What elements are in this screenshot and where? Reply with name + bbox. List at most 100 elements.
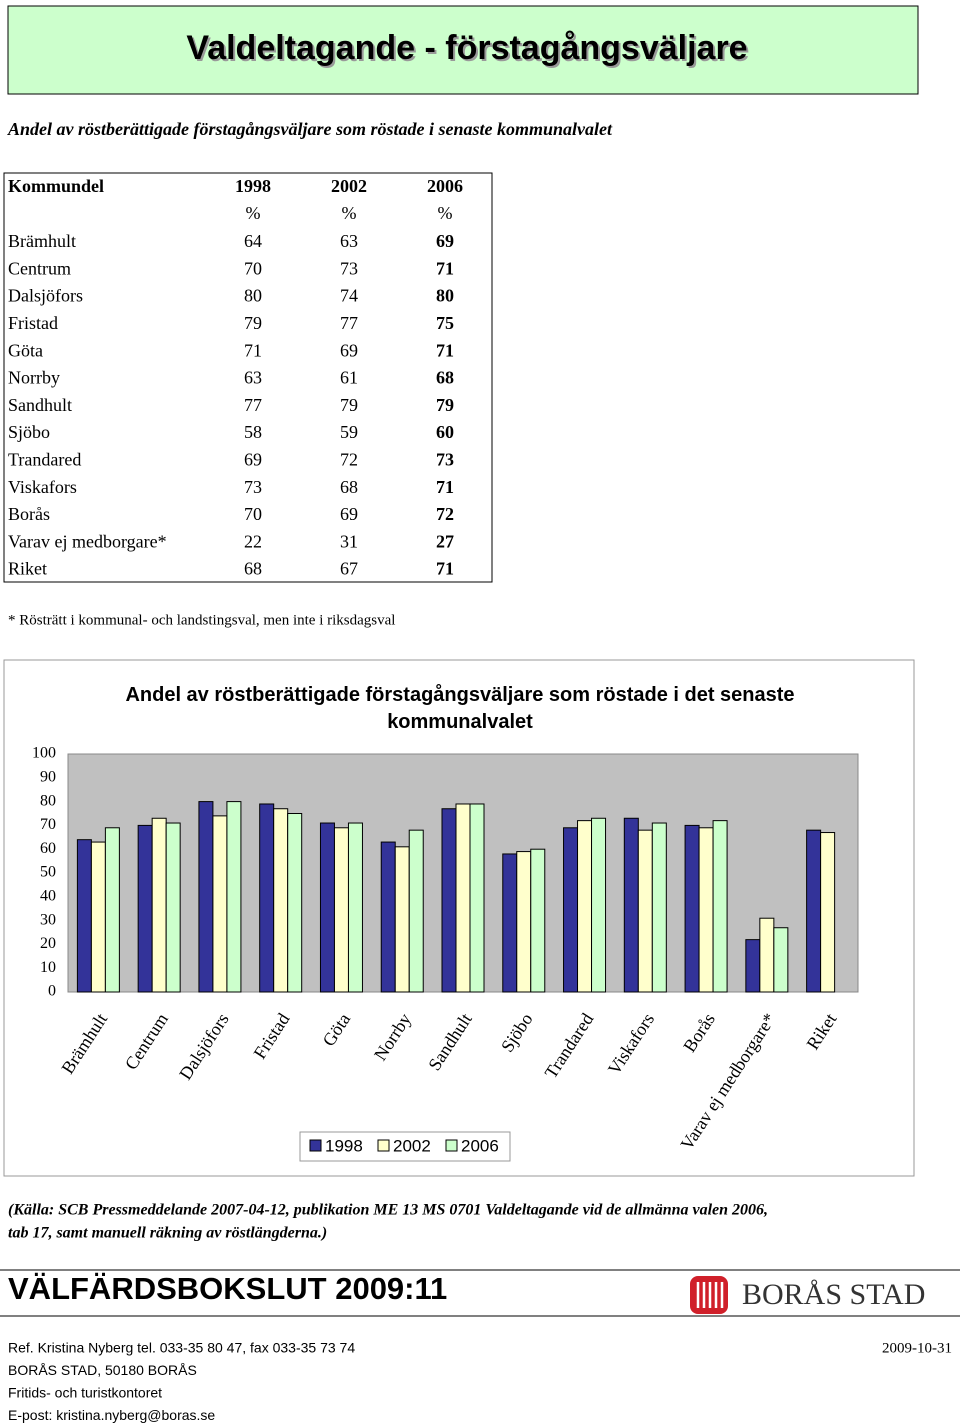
table-cell: 22 (244, 531, 262, 551)
legend-label: 2006 (461, 1136, 499, 1155)
legend-label: 1998 (325, 1136, 363, 1155)
y-tick-label: 40 (40, 887, 56, 904)
table-cell: 59 (340, 422, 358, 442)
table-cell: 64 (244, 231, 262, 251)
y-tick-label: 20 (40, 935, 56, 952)
bar (137, 824, 153, 993)
table-cell: Riket (8, 559, 47, 579)
table-cell: 71 (436, 559, 454, 579)
logo (690, 1276, 728, 1314)
table-cell: 69 (436, 231, 454, 251)
y-tick-label: 60 (40, 840, 56, 857)
table-cell: 71 (244, 340, 262, 360)
table-cell: Sandhult (8, 395, 72, 415)
source: (Källa: SCB Pressmeddelande 2007-04-12, … (8, 1202, 768, 1219)
y-tick-label: 0 (48, 983, 56, 1000)
bar (76, 839, 92, 993)
table-header: 2006 (427, 176, 463, 196)
table-cell: 69 (340, 504, 358, 524)
table-cell: Norrby (8, 368, 60, 388)
table-cell: 80 (244, 286, 262, 306)
legend-swatch (377, 1139, 390, 1152)
footer-line: Ref. Kristina Nyberg tel. 033-35 80 47, … (8, 1340, 355, 1356)
table-cell: 77 (244, 395, 262, 415)
table-cell: 60 (436, 422, 454, 442)
title-box (7, 5, 919, 95)
date: 2009-10-31 (882, 1340, 952, 1356)
table-cell: 73 (436, 450, 454, 470)
footer-line: BORÅS STAD, 50180 BORÅS (8, 1362, 197, 1378)
table-cell: Sjöbo (8, 422, 50, 442)
table-cell: 72 (436, 504, 454, 524)
table-cell: Fristad (8, 313, 58, 333)
table-cell: 58 (244, 422, 262, 442)
bar (198, 801, 214, 993)
table-cell: 68 (244, 559, 262, 579)
bar (259, 803, 275, 993)
table-cell: 72 (340, 450, 358, 470)
table-unit: % (246, 203, 261, 223)
bar (806, 829, 822, 993)
y-tick-label: 90 (40, 768, 56, 785)
bar (408, 829, 424, 993)
bar (333, 827, 349, 993)
table-cell: 75 (436, 313, 454, 333)
bar (347, 822, 363, 993)
y-tick-label: 30 (40, 911, 56, 928)
bar (577, 820, 593, 993)
table-cell: Varav ej medborgare* (8, 531, 167, 551)
bar (820, 832, 836, 993)
bar (469, 803, 485, 993)
bar (104, 827, 120, 993)
bar (165, 822, 181, 993)
table-cell: Trandared (8, 450, 81, 470)
source: tab 17, samt manuell räkning av röstläng… (8, 1225, 327, 1242)
table-cell: 73 (244, 477, 262, 497)
table-cell: 79 (340, 395, 358, 415)
legend-swatch (445, 1139, 458, 1152)
bar (712, 820, 728, 993)
table-header: 1998 (235, 176, 271, 196)
table-cell: 31 (340, 531, 358, 551)
footer-line: E-post: kristina.nyberg@boras.se (8, 1407, 215, 1423)
subtitle: Andel av röstberättigade förstagångsvälj… (7, 119, 613, 139)
table-cell: 71 (436, 258, 454, 278)
table-cell: 69 (244, 450, 262, 470)
bar (651, 822, 667, 993)
bar (441, 808, 457, 993)
table-cell: 79 (244, 313, 262, 333)
table-cell: 70 (244, 504, 262, 524)
table-cell: 27 (436, 531, 454, 551)
table-cell: Viskafors (8, 477, 77, 497)
bar (516, 851, 532, 993)
bar (563, 827, 579, 993)
bar (273, 808, 289, 993)
chart-title: Andel av röstberättigade förstagångsvälj… (125, 684, 795, 733)
bar (226, 801, 242, 993)
table-cell: 71 (436, 340, 454, 360)
bar (759, 917, 775, 993)
table-cell: 80 (436, 286, 454, 306)
y-tick-label: 80 (40, 792, 56, 809)
table-cell: 63 (244, 368, 262, 388)
table-cell: Borås (8, 504, 50, 524)
bar (530, 848, 546, 993)
table-cell: 70 (244, 258, 262, 278)
y-tick-label: 10 (40, 959, 56, 976)
table-cell: Centrum (8, 258, 71, 278)
bar (455, 803, 471, 993)
bar (745, 939, 761, 993)
table-unit: % (438, 203, 453, 223)
table-cell: 63 (340, 231, 358, 251)
bar (380, 841, 396, 993)
bar (90, 841, 106, 993)
bar (591, 817, 607, 993)
table-cell: 68 (340, 477, 358, 497)
bar (287, 813, 303, 993)
y-tick-label: 100 (32, 745, 56, 762)
table-cell: Dalsjöfors (8, 286, 83, 306)
table-cell: 77 (340, 313, 358, 333)
bar (623, 817, 639, 993)
